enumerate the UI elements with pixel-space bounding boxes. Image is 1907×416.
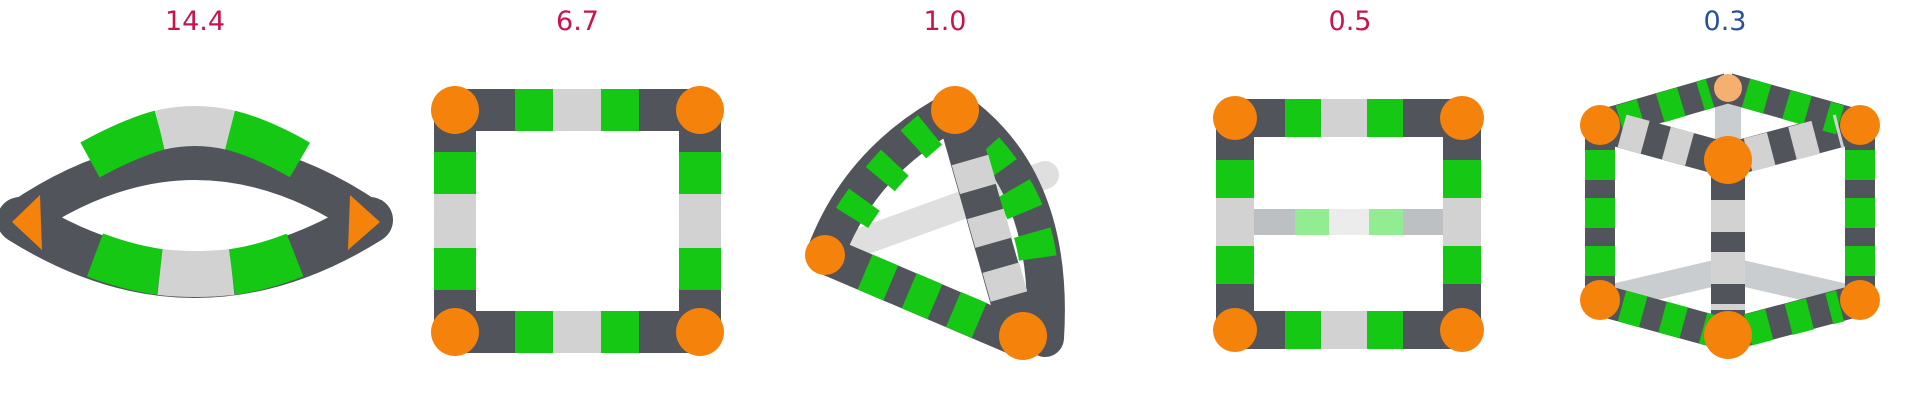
ring-molecule	[0, 106, 393, 298]
prism-vertex-tl	[1213, 96, 1257, 140]
value-label-ring: 14.4	[164, 6, 226, 37]
cube-vertex-bottom-front	[1704, 311, 1752, 359]
square-right-edge	[679, 110, 721, 332]
ring-back-arc	[0, 106, 390, 240]
square-vertex-tl	[431, 86, 479, 134]
ring-front-arc	[0, 197, 393, 298]
prism-bottom-edge	[1235, 311, 1462, 349]
figure-panel-ring: 14.4	[0, 0, 393, 416]
value-label-prism: 0.5	[1328, 6, 1372, 37]
square-vertex-bl	[431, 308, 479, 356]
trigonal-molecule	[805, 86, 1065, 360]
ring-vertex-left	[12, 195, 42, 250]
prism-vertex-bl	[1213, 308, 1257, 352]
square-bottom-edge	[455, 311, 700, 353]
square-vertex-br	[676, 308, 724, 356]
cube-vertex-top-back	[1714, 74, 1742, 102]
figure-panel-cube: 0.3	[1560, 0, 1890, 416]
square-vertex-tr	[676, 86, 724, 134]
prism-top-edge	[1235, 99, 1462, 137]
square-top-edge	[455, 89, 700, 131]
prism-vertex-tr	[1440, 96, 1484, 140]
cube-vertex-bottom-right	[1840, 280, 1880, 320]
figure-panel-prism: 0.5	[1200, 0, 1500, 416]
figure-panel-square: 6.7	[400, 0, 755, 416]
prism-inner-bar	[1250, 209, 1445, 235]
cube-vertex-top-front	[1704, 136, 1752, 184]
trigonal-left-edge-stripes	[825, 115, 943, 245]
value-label-square: 6.7	[556, 6, 599, 37]
trigonal-bottom-edge-stripes	[857, 254, 1003, 345]
cube-vertex-top-left	[1580, 105, 1620, 145]
trigonal-vertex-left	[805, 235, 845, 275]
trigonal-vertex-bottom	[999, 312, 1047, 360]
cube-vertex-bottom-left	[1580, 280, 1620, 320]
cube-vertex-top-right	[1840, 105, 1880, 145]
prism-molecule	[1213, 96, 1484, 352]
trigonal-vertex-top	[931, 86, 979, 134]
trigonal-right-edge-stripes	[970, 137, 1057, 263]
prism-vertex-br	[1440, 308, 1484, 352]
prism-right-edge	[1443, 118, 1481, 330]
value-label-cube: 0.3	[1703, 6, 1747, 37]
square-molecule	[431, 86, 724, 356]
ring-vertex-right	[348, 195, 380, 250]
value-label-trigonal: 1.0	[923, 6, 967, 37]
square-left-edge	[434, 110, 476, 332]
cube-molecule	[1580, 73, 1880, 359]
prism-left-edge	[1216, 118, 1254, 330]
cube-top-face	[1595, 73, 1865, 177]
cube-vertical-edges	[1585, 125, 1875, 335]
trigonal-front-edge-stripes	[951, 154, 1029, 306]
figure-panel-trigonal: 1.0	[780, 0, 1110, 416]
